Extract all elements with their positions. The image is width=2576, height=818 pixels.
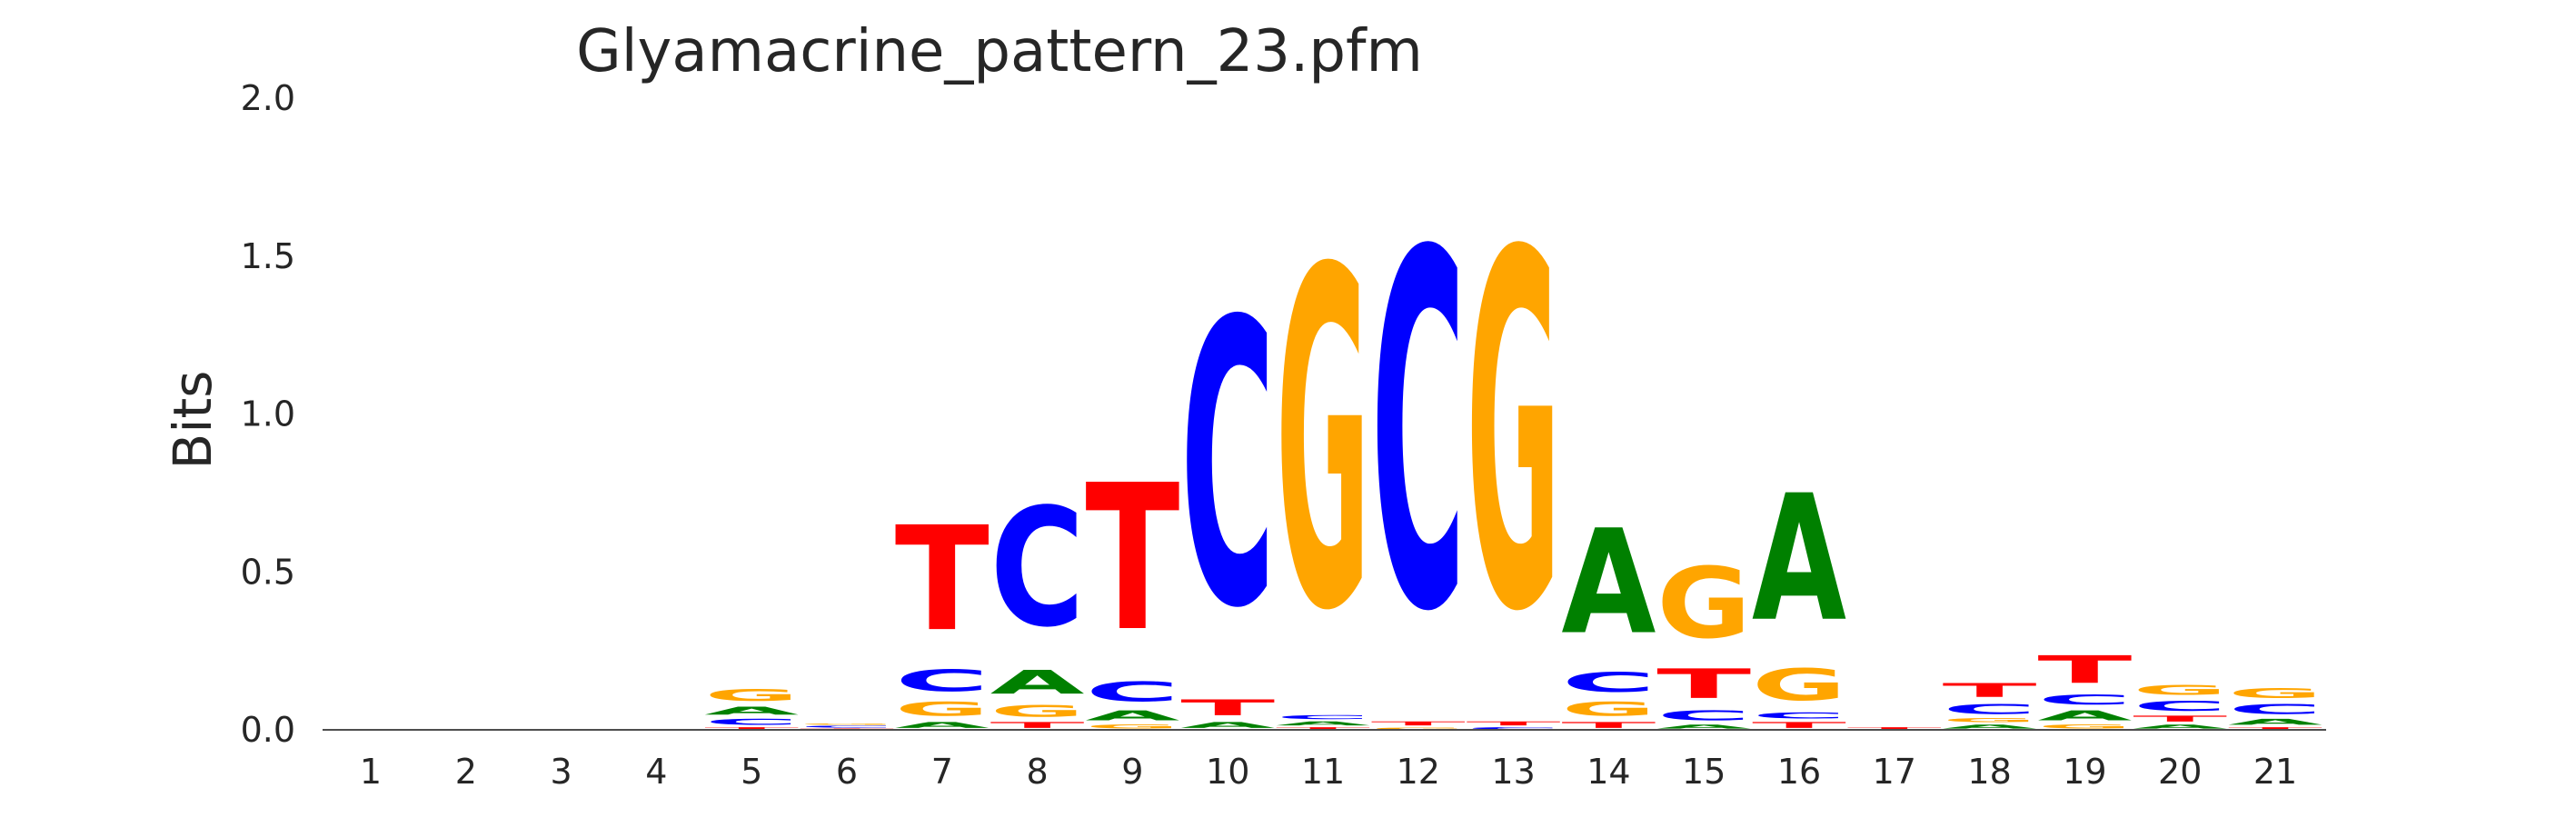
logo-letter-C: C	[800, 725, 894, 728]
x-tick-label: 2	[455, 752, 477, 792]
x-tick-label: 15	[1682, 752, 1726, 792]
x-tick-label: 1	[360, 752, 382, 792]
logo-letter-T: T	[1085, 442, 1179, 675]
x-tick-label: 7	[931, 752, 953, 792]
x-tick-label: 4	[645, 752, 667, 792]
x-axis-ticks: 1 2 3 4 5 6 7 8 9 10 11 12 13 14 15 16 17 18 19 20 21	[360, 752, 2297, 792]
logo-letter-T: T	[1180, 695, 1275, 721]
logo-letter-A: A	[1943, 723, 2038, 730]
x-tick-label: 13	[1491, 752, 1535, 792]
logo-letter-C: C	[1656, 708, 1751, 723]
chart-title: Glyamacrine_pattern_23.pfm	[576, 18, 1423, 85]
logo-letter-T: T	[1752, 721, 1846, 730]
y-tick-label: 0.5	[241, 552, 295, 592]
logo-letter-G: G	[895, 698, 990, 720]
logo-letter-A: A	[2133, 723, 2228, 730]
y-axis-label: Bits	[162, 371, 224, 470]
logo-letter-T: T	[2037, 648, 2132, 693]
logo-letter-A: A	[1180, 721, 1275, 730]
logo-letter-C: C	[1467, 727, 1561, 730]
logo-letter-G: G	[1752, 660, 1846, 711]
logo-letter-T: T	[895, 495, 990, 663]
logo-letter-C: C	[2228, 702, 2322, 717]
logo-letter-A: A	[1561, 499, 1656, 666]
logo-letter-A: A	[704, 704, 799, 717]
y-tick-label: 1.0	[241, 394, 295, 434]
logo-letter-T: T	[2228, 727, 2322, 730]
logo-letter-T: T	[1371, 721, 1466, 727]
y-tick-label: 2.0	[241, 78, 295, 118]
x-tick-label: 18	[1967, 752, 2011, 792]
logo-letter-T: T	[704, 727, 799, 730]
logo-letter-A: A	[1752, 458, 1846, 660]
x-tick-label: 21	[2253, 752, 2297, 792]
x-tick-label: 14	[1586, 752, 1630, 792]
logo-letter-G: G	[2037, 723, 2132, 730]
x-tick-label: 8	[1027, 752, 1049, 792]
x-tick-label: 12	[1397, 752, 1440, 792]
logo-letter-G: G	[1943, 717, 2037, 723]
x-tick-label: 5	[741, 752, 762, 792]
logo-letter-G: G	[1561, 698, 1656, 720]
x-tick-label: 16	[1777, 752, 1821, 792]
x-tick-label: 20	[2158, 752, 2202, 792]
x-tick-label: 17	[1873, 752, 1916, 792]
logo-letter-T: T	[2133, 714, 2227, 723]
logo-letter-C: C	[2037, 692, 2132, 707]
x-tick-label: 9	[1121, 752, 1143, 792]
x-tick-label: 3	[551, 752, 572, 792]
logo-letter-G: G	[704, 685, 799, 704]
logo-letter-G: G	[1276, 173, 1370, 713]
logo-letter-T: T	[1847, 727, 1942, 730]
logo-letter-G: G	[800, 723, 894, 725]
logo-letter-T: T	[1656, 661, 1751, 708]
logo-letter-G: G	[2133, 683, 2227, 698]
logo-letter-C: C	[1276, 714, 1370, 721]
logo-letter-A: A	[1276, 721, 1371, 727]
logo-letter-C: C	[2133, 698, 2227, 713]
logo-letter-A: A	[1085, 708, 1179, 723]
y-tick-label: 0.0	[241, 710, 295, 750]
logo-letter-T: T	[1276, 727, 1370, 730]
x-tick-label: 10	[1206, 752, 1249, 792]
logo-letter-G: G	[2228, 685, 2322, 701]
x-tick-label: 19	[2063, 752, 2106, 792]
logo-letter-T: T	[1467, 721, 1561, 727]
logo-letter-C: C	[1561, 667, 1656, 699]
logo-letter-A: A	[1656, 723, 1752, 730]
x-tick-label: 11	[1301, 752, 1345, 792]
logo-letters: TCAGTCGAGCTTGACGACTATCTACGGTCCTGTGCAACTG…	[704, 150, 2322, 730]
logo-letter-C: C	[990, 474, 1085, 663]
logo-letter-G: G	[1656, 546, 1751, 660]
x-tick-label: 6	[836, 752, 858, 792]
logo-letter-C: C	[1085, 676, 1179, 708]
logo-letter-A: A	[2037, 708, 2132, 723]
logo-letter-C: C	[1752, 711, 1846, 720]
logo-letter-C: C	[1371, 151, 1466, 719]
logo-letter-A: A	[2228, 717, 2322, 726]
logo-letter-G: G	[990, 702, 1085, 721]
logo-letter-A: A	[895, 721, 990, 730]
logo-letter-C: C	[895, 663, 990, 698]
y-axis-ticks: 0.0 0.5 1.0 1.5 2.0	[241, 78, 295, 750]
logo-letter-C: C	[704, 717, 799, 726]
logo-letter-C: C	[1943, 702, 2037, 717]
logo-letter-G: G	[1371, 727, 1466, 730]
y-tick-label: 1.5	[241, 236, 295, 276]
logo-letter-T: T	[990, 721, 1085, 730]
logo-letter-A: A	[990, 663, 1085, 701]
logo-letter-G: G	[1085, 723, 1179, 730]
logo-letter-C: C	[1180, 240, 1275, 694]
logo-letter-T: T	[1561, 721, 1656, 730]
logo-letter-G: G	[1467, 150, 1561, 718]
logo-letter-T: T	[1943, 679, 2037, 701]
